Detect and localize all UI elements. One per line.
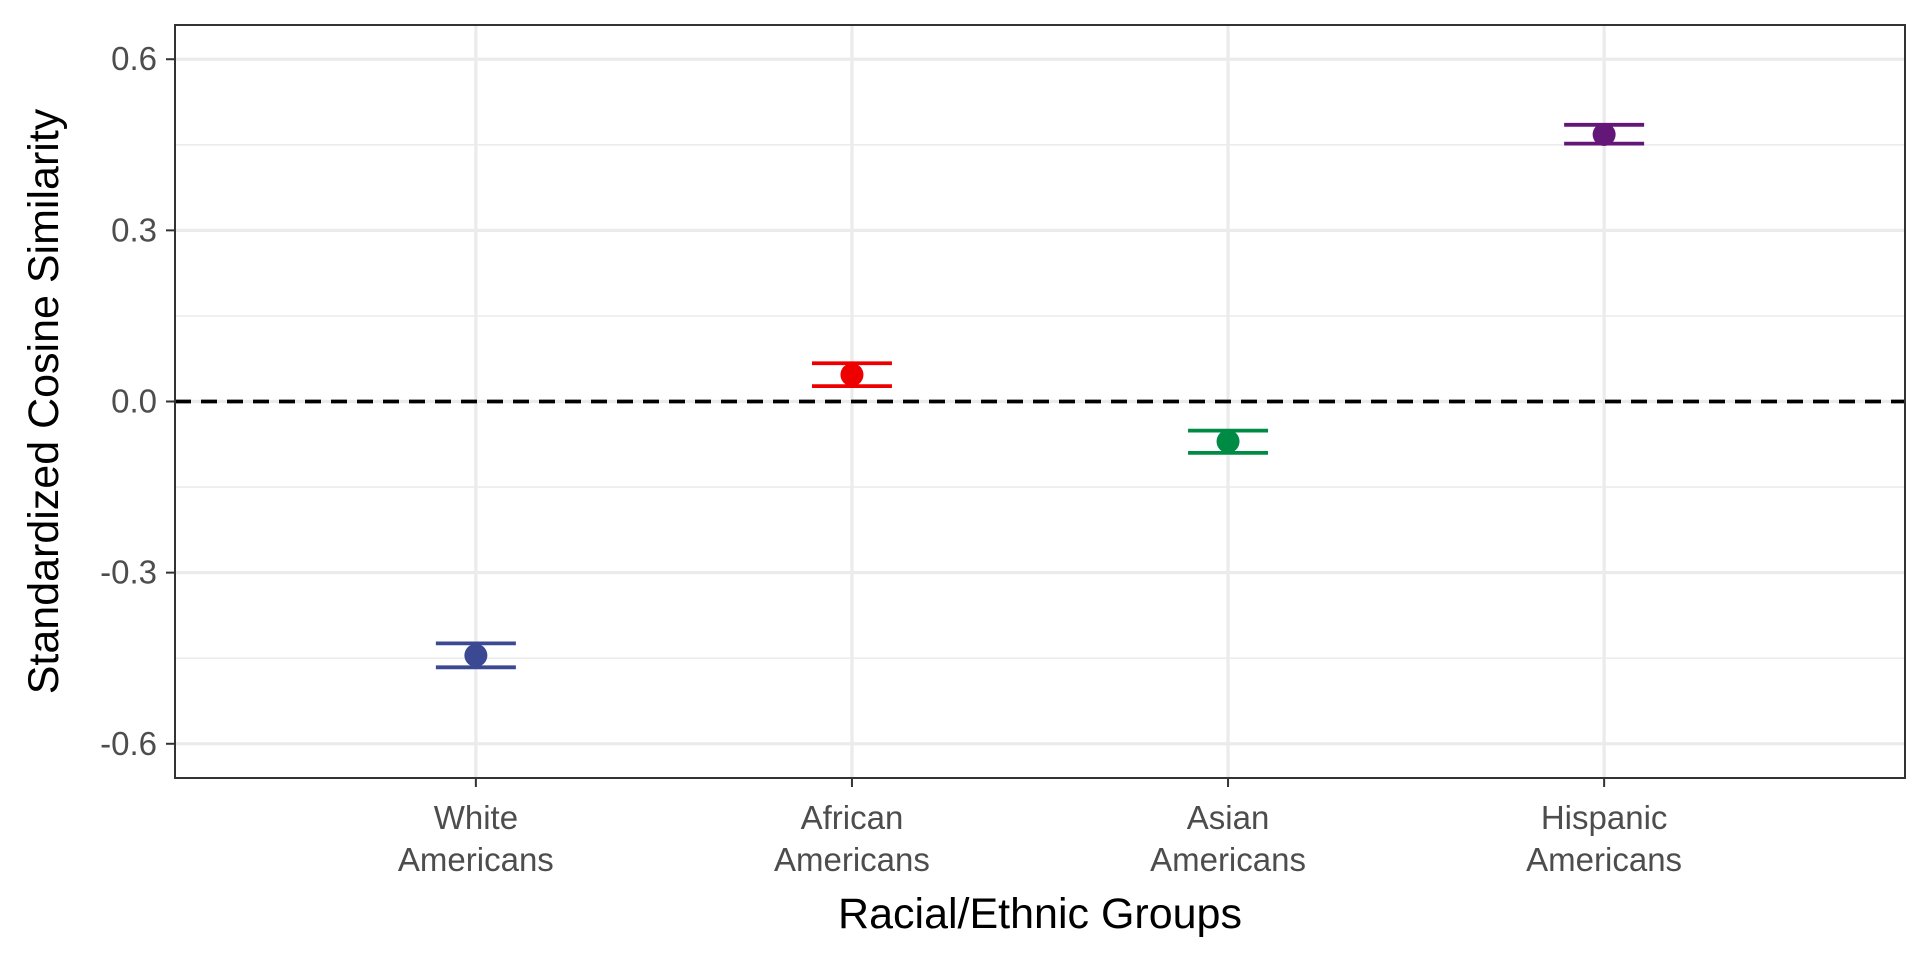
x-tick-label-line1: African: [801, 799, 904, 836]
data-point-group: [1564, 122, 1645, 147]
data-point: [1216, 429, 1240, 453]
data-point-group: [435, 641, 516, 670]
data-point: [464, 643, 488, 667]
x-tick-label-line1: White: [434, 799, 518, 836]
y-tick-label: 0.0: [111, 383, 157, 420]
data-marks: [435, 122, 1645, 670]
data-point: [840, 363, 864, 387]
y-tick-label: -0.6: [100, 725, 157, 762]
x-tick-label-line1: Hispanic: [1541, 799, 1668, 836]
data-point-group: [1188, 428, 1269, 455]
axes: -0.6 -0.3 0.0 0.3 0.6 White Americans African Am…: [100, 40, 1682, 878]
y-tick-label: 0.3: [111, 211, 157, 248]
y-tick-label: 0.6: [111, 40, 157, 77]
x-tick-label-line1: Asian: [1187, 799, 1270, 836]
x-tick-label-line2: Americans: [774, 841, 930, 878]
x-axis-title: Racial/Ethnic Groups: [838, 890, 1242, 938]
y-axis-title: Standardized Cosine Similarity: [20, 108, 68, 694]
y-tick-label: -0.3: [100, 554, 157, 591]
data-point: [1592, 123, 1616, 147]
x-tick-label-line2: Americans: [398, 841, 554, 878]
x-tick-label-line2: Americans: [1150, 841, 1306, 878]
x-tick-label-line2: Americans: [1526, 841, 1682, 878]
data-point-group: [811, 361, 892, 388]
